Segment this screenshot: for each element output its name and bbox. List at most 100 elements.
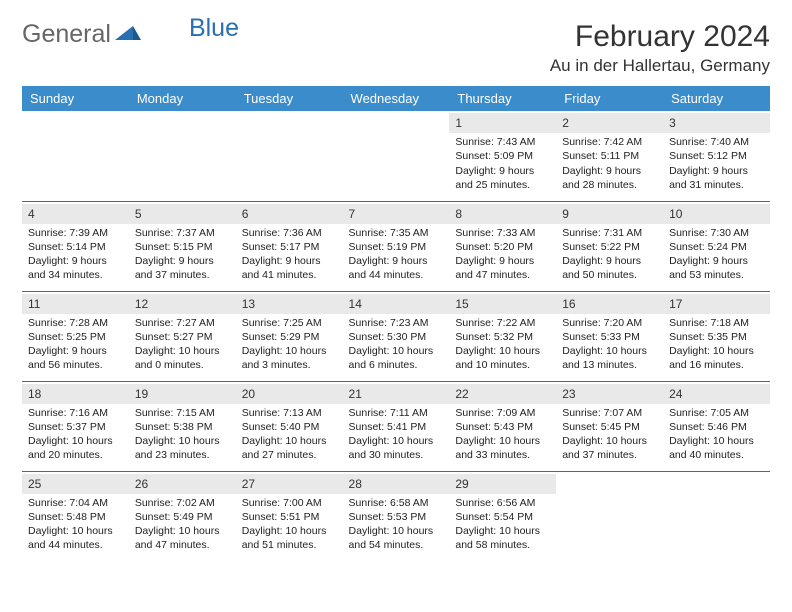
sunrise-line: Sunrise: 6:56 AM [455,496,550,510]
day-number: 4 [22,204,129,224]
calendar-cell: . [236,111,343,201]
calendar-cell: 19 Sunrise: 7:15 AMSunset: 5:38 PMDayligh… [129,381,236,471]
calendar-week: ....1Sunrise: 7:43 AMSunset: 5:09 PMDayl… [22,111,770,201]
sunrise-line: Sunrise: 7:22 AM [455,316,550,330]
day-number: 8 [449,204,556,224]
calendar-cell: 27Sunrise: 7:00 AMSunset: 5:51 PMDayligh… [236,471,343,561]
calendar-body: ....1Sunrise: 7:43 AMSunset: 5:09 PMDayl… [22,111,770,561]
calendar-cell: 6Sunrise: 7:36 AMSunset: 5:17 PMDaylight… [236,201,343,291]
sunrise-line: Sunrise: 7:13 AM [242,406,337,420]
day-number: 15 [449,294,556,314]
calendar-cell: 12Sunrise: 7:27 AMSunset: 5:27 PMDayligh… [129,291,236,381]
daylight-line: Daylight: 10 hours and 40 minutes. [669,434,764,462]
day-number: 16 [556,294,663,314]
sunset-line: Sunset: 5:11 PM [562,149,657,163]
sunset-line: Sunset: 5:15 PM [135,240,230,254]
calendar-cell: 14Sunrise: 7:23 AMSunset: 5:30 PMDayligh… [343,291,450,381]
sunset-line: Sunset: 5:29 PM [242,330,337,344]
sunset-line: Sunset: 5:51 PM [242,510,337,524]
sunset-line: Sunset: 5:37 PM [28,420,123,434]
calendar-cell: 29Sunrise: 6:56 AMSunset: 5:54 PMDayligh… [449,471,556,561]
daylight-line: Daylight: 10 hours and 20 minutes. [28,434,123,462]
logo-mark-icon [115,20,141,49]
sunrise-line: Sunrise: 7:15 AM [135,406,230,420]
daylight-line: Daylight: 10 hours and 23 minutes. [135,434,230,462]
sunset-line: Sunset: 5:43 PM [455,420,550,434]
calendar-cell: 7Sunrise: 7:35 AMSunset: 5:19 PMDaylight… [343,201,450,291]
calendar-header: SundayMondayTuesdayWednesdayThursdayFrid… [22,86,770,111]
day-number: 13 [236,294,343,314]
sunset-line: Sunset: 5:38 PM [135,420,230,434]
calendar-cell: 26Sunrise: 7:02 AMSunset: 5:49 PMDayligh… [129,471,236,561]
location: Au in der Hallertau, Germany [550,56,770,76]
day-number: 24 [663,384,770,404]
daylight-line: Daylight: 10 hours and 10 minutes. [455,344,550,372]
calendar-week: 4Sunrise: 7:39 AMSunset: 5:14 PMDaylight… [22,201,770,291]
sunrise-line: Sunrise: 7:35 AM [349,226,444,240]
day-number: 10 [663,204,770,224]
sunrise-line: Sunrise: 7:27 AM [135,316,230,330]
sunrise-line: Sunrise: 7:02 AM [135,496,230,510]
daylight-line: Daylight: 10 hours and 54 minutes. [349,524,444,552]
day-number: 29 [449,474,556,494]
daylight-line: Daylight: 10 hours and 44 minutes. [28,524,123,552]
weekday-header: Sunday [22,86,129,111]
daylight-line: Daylight: 9 hours and 31 minutes. [669,164,764,192]
day-number: 26 [129,474,236,494]
sunset-line: Sunset: 5:12 PM [669,149,764,163]
sunrise-line: Sunrise: 7:07 AM [562,406,657,420]
day-number: 9 [556,204,663,224]
calendar-cell: 16Sunrise: 7:20 AMSunset: 5:33 PMDayligh… [556,291,663,381]
sunset-line: Sunset: 5:41 PM [349,420,444,434]
calendar-week: 11Sunrise: 7:28 AMSunset: 5:25 PMDayligh… [22,291,770,381]
sunrise-line: Sunrise: 7:43 AM [455,135,550,149]
calendar-cell: 18Sunrise: 7:16 AMSunset: 5:37 PMDayligh… [22,381,129,471]
daylight-line: Daylight: 10 hours and 13 minutes. [562,344,657,372]
calendar-cell: 20Sunrise: 7:13 AMSunset: 5:40 PMDayligh… [236,381,343,471]
sunrise-line: Sunrise: 7:25 AM [242,316,337,330]
sunset-line: Sunset: 5:54 PM [455,510,550,524]
day-number: 28 [343,474,450,494]
sunrise-line: Sunrise: 7:30 AM [669,226,764,240]
calendar-cell: 24Sunrise: 7:05 AMSunset: 5:46 PMDayligh… [663,381,770,471]
calendar-cell: 23Sunrise: 7:07 AMSunset: 5:45 PMDayligh… [556,381,663,471]
sunset-line: Sunset: 5:49 PM [135,510,230,524]
sunset-line: Sunset: 5:25 PM [28,330,123,344]
logo-text-blue: Blue [189,14,239,43]
day-number: 19 [129,384,236,404]
calendar-cell: 2Sunrise: 7:42 AMSunset: 5:11 PMDaylight… [556,111,663,201]
calendar-cell: 10Sunrise: 7:30 AMSunset: 5:24 PMDayligh… [663,201,770,291]
daylight-line: Daylight: 9 hours and 44 minutes. [349,254,444,282]
day-number: 3 [663,113,770,133]
calendar-cell: 13Sunrise: 7:25 AMSunset: 5:29 PMDayligh… [236,291,343,381]
day-number: 21 [343,384,450,404]
logo-text-general: General [22,20,111,49]
day-number: 5 [129,204,236,224]
weekday-header: Friday [556,86,663,111]
calendar-cell: 3 Sunrise: 7:40 AMSunset: 5:12 PMDaylight… [663,111,770,201]
weekday-header: Thursday [449,86,556,111]
calendar-cell: . [22,111,129,201]
weekday-header: Monday [129,86,236,111]
sunrise-line: Sunrise: 7:40 AM [669,135,764,149]
calendar-cell: 4Sunrise: 7:39 AMSunset: 5:14 PMDaylight… [22,201,129,291]
sunrise-line: Sunrise: 7:23 AM [349,316,444,330]
calendar-cell: 11Sunrise: 7:28 AMSunset: 5:25 PMDayligh… [22,291,129,381]
calendar-cell: 21Sunrise: 7:11 AMSunset: 5:41 PMDayligh… [343,381,450,471]
logo: General Blue [22,20,239,49]
calendar-cell: . [129,111,236,201]
sunrise-line: Sunrise: 7:36 AM [242,226,337,240]
sunset-line: Sunset: 5:17 PM [242,240,337,254]
sunset-line: Sunset: 5:46 PM [669,420,764,434]
daylight-line: Daylight: 10 hours and 6 minutes. [349,344,444,372]
sunrise-line: Sunrise: 6:58 AM [349,496,444,510]
sunrise-line: Sunrise: 7:37 AM [135,226,230,240]
day-number: 27 [236,474,343,494]
sunrise-line: Sunrise: 7:39 AM [28,226,123,240]
sunset-line: Sunset: 5:32 PM [455,330,550,344]
weekday-header: Tuesday [236,86,343,111]
calendar-cell: . [343,111,450,201]
sunrise-line: Sunrise: 7:33 AM [455,226,550,240]
sunrise-line: Sunrise: 7:11 AM [349,406,444,420]
sunset-line: Sunset: 5:35 PM [669,330,764,344]
